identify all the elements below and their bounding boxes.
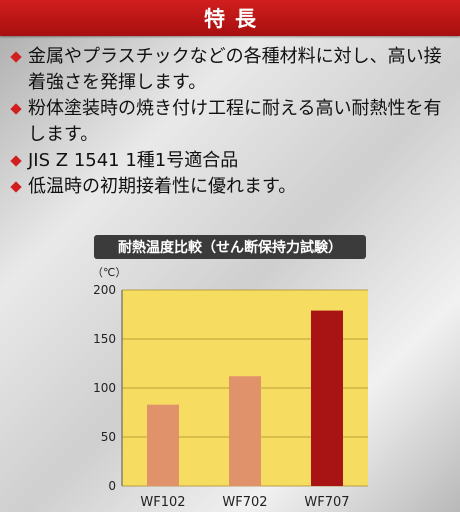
feature-item: 粉体塗装時の焼き付け工程に耐える高い耐熱性を有します。: [10, 96, 456, 148]
diamond-bullet-icon: [10, 155, 22, 167]
heat-resistance-chart: 0 50 100 150 200 （℃） WF102 WF702 WF707: [92, 266, 368, 510]
y-tick-label: 200: [93, 283, 116, 297]
diamond-bullet-icon: [10, 103, 22, 115]
bar-wf102: [147, 404, 179, 486]
x-category-label: WF102: [140, 495, 185, 510]
feature-item: 低温時の初期接着性に優れます。: [10, 174, 456, 200]
y-tick-label: 50: [101, 430, 116, 444]
chart-title: 耐熱温度比較（せん断保持力試験）: [94, 235, 366, 259]
feature-text: 低温時の初期接着性に優れます。: [28, 176, 297, 197]
bar-wf707: [311, 310, 343, 486]
x-category-label: WF702: [222, 495, 267, 510]
y-tick-label: 100: [93, 381, 116, 395]
bar-wf702: [229, 376, 261, 486]
feature-item: JIS Z 1541 1種1号適合品: [10, 148, 456, 174]
feature-text: JIS Z 1541 1種1号適合品: [28, 150, 239, 171]
section-title: 特長: [204, 7, 266, 31]
y-tick-label: 0: [108, 479, 116, 493]
feature-text: 粉体塗装時の焼き付け工程に耐える高い耐熱性を有します。: [28, 98, 442, 145]
diamond-bullet-icon: [10, 51, 22, 63]
feature-list: 金属やプラスチックなどの各種材料に対し、高い接着強さを発揮します。 粉体塗装時の…: [10, 44, 456, 200]
section-header: 特長: [0, 0, 460, 36]
diamond-bullet-icon: [10, 181, 22, 193]
y-unit-label: （℃）: [92, 266, 126, 279]
feature-item: 金属やプラスチックなどの各種材料に対し、高い接着強さを発揮します。: [10, 44, 456, 96]
y-tick-label: 150: [93, 332, 116, 346]
feature-text: 金属やプラスチックなどの各種材料に対し、高い接着強さを発揮します。: [28, 46, 442, 93]
x-category-label: WF707: [304, 495, 349, 510]
